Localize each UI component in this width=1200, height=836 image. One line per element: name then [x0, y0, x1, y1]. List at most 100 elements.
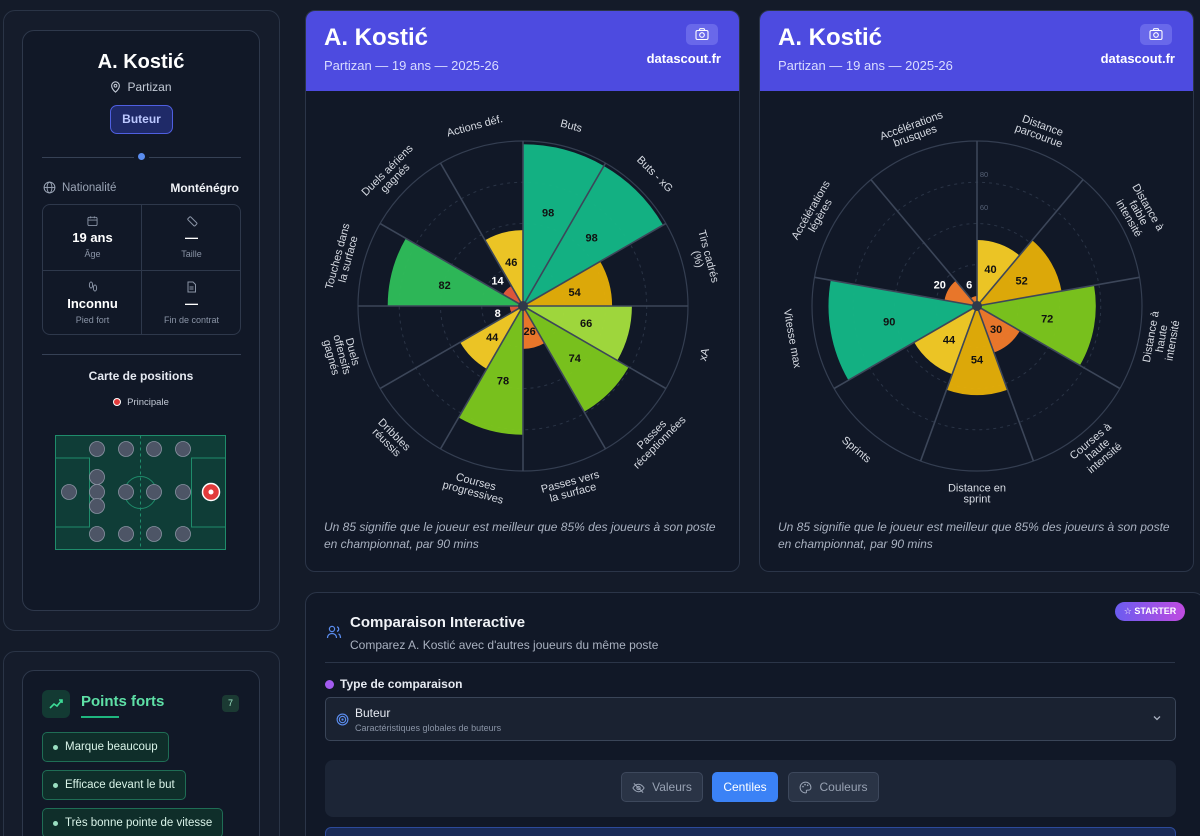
radar-value-label: 46: [505, 257, 517, 269]
position-dot: [146, 526, 162, 542]
radar-spoke: [870, 179, 978, 307]
radar-header: A. Kostić Partizan — 19 ans — 2025-26 da…: [760, 11, 1193, 91]
radar-axis-label: Courses àhauteintensité: [1068, 420, 1129, 479]
footprints-icon: [88, 281, 97, 292]
radar-value-label: 54: [971, 354, 984, 366]
values-button[interactable]: Valeurs: [621, 772, 703, 802]
radar-axis-label: Distance en sprint: [948, 483, 1006, 506]
colors-button[interactable]: Couleurs: [788, 772, 879, 802]
select-value: Buteur: [355, 706, 391, 720]
radar-axis-label: Duels aériensgagnés: [360, 142, 424, 206]
radar-spoke: [439, 162, 524, 307]
club-label: Partizan: [127, 80, 172, 94]
radar-axis-label: Accélérationsbrusques: [878, 109, 948, 153]
radar-value-label: 14: [491, 275, 504, 287]
radar-value-label: 74: [569, 353, 582, 365]
radar-value-label: 20: [934, 280, 946, 292]
display-mode-bar: Valeurs Centiles Couleurs: [325, 760, 1176, 817]
radar-axis-label: Dribblesréussis: [368, 417, 413, 462]
eye-off-icon: [632, 782, 645, 794]
radar-bar: [946, 306, 1008, 396]
position-dot: [146, 441, 162, 457]
physical-radar-card: A. Kostić Partizan — 19 ans — 2025-26 da…: [759, 10, 1194, 572]
chevron-down-icon: [1153, 716, 1161, 721]
radar-site: datascout.fr: [1100, 51, 1175, 66]
position-dot: [118, 484, 134, 500]
radar-value-label: 44: [943, 334, 956, 346]
divider: [325, 662, 1175, 663]
height-label: Taille: [181, 249, 202, 259]
radar-bar: [523, 306, 629, 412]
comparison-subtitle: Comparez A. Kostić avec d'autres joueurs…: [350, 638, 659, 652]
star-icon: ☆: [1123, 606, 1135, 616]
radar-axis-label: Duelsoffensifsgagnés: [320, 331, 364, 380]
radar-spoke: [439, 305, 524, 450]
radar-center: [972, 301, 982, 311]
info-grid: 19 ans Âge — Taille Inconnu Pied fort — …: [42, 204, 241, 335]
radar-value-label: 44: [486, 332, 499, 344]
radar-bar: [460, 306, 523, 369]
position-dot: [118, 441, 134, 457]
radar-note: Un 85 signifie que le joueur est meilleu…: [324, 520, 716, 551]
position-dot: [61, 484, 77, 500]
radar-spoke: [976, 305, 1121, 390]
target-icon: [336, 713, 349, 726]
nationality-value: Monténégro: [170, 181, 239, 195]
contract-label: Fin de contrat: [163, 315, 220, 325]
radar-value-label: 54: [569, 287, 582, 299]
position-dot: [175, 484, 191, 500]
radar-bar: [523, 261, 613, 306]
screenshot-button[interactable]: [686, 24, 718, 45]
radar-axis-label: Actions déf.: [446, 113, 505, 139]
height-value: —: [185, 230, 198, 245]
position-map-title: Carte de positions: [88, 369, 194, 383]
users-icon: [326, 625, 342, 639]
foot-value: Inconnu: [67, 296, 118, 311]
radar-value-label: 66: [580, 318, 592, 330]
radar-tick-label: 80: [980, 170, 988, 179]
comparison-type-select[interactable]: Buteur Caractéristiques globales de bute…: [325, 697, 1176, 741]
radar-axis-label: Accélérationslégères: [789, 178, 842, 247]
radar-bar: [523, 306, 632, 361]
radar-axis-label: Tirs cadrés(%): [685, 229, 721, 288]
screenshot-button[interactable]: [1140, 24, 1172, 45]
position-dot: [118, 526, 134, 542]
radar-value-label: 40: [984, 264, 996, 276]
radar-axis-label: Vitesse max: [781, 308, 803, 369]
ruler-icon: [186, 216, 197, 227]
document-icon: [187, 281, 196, 293]
role-badge: Buteur: [110, 105, 173, 134]
radar-axis-label: Passes versla surface: [540, 469, 604, 507]
divider-dot: [138, 153, 145, 160]
position-dot: [89, 484, 105, 500]
divider: [149, 157, 241, 158]
strengths-title: Points forts: [81, 693, 165, 710]
select-description: Caractéristiques globales de buteurs: [355, 723, 502, 733]
radar-spoke: [379, 222, 524, 307]
nationality-row: Nationalité Monténégro: [43, 181, 239, 195]
radar-value-label: 30: [990, 324, 1002, 336]
contract-value: —: [185, 296, 198, 311]
starter-badge-label: STARTER: [1134, 606, 1177, 616]
nationality-label: Nationalité: [62, 182, 117, 194]
radar-spoke: [976, 179, 1084, 307]
trending-up-icon: [42, 690, 70, 718]
radar-value-label: 98: [542, 207, 554, 219]
divider: [42, 354, 241, 355]
radar-center: [518, 301, 528, 311]
comparison-results-container: [325, 827, 1176, 836]
radar-value-label: 8: [495, 308, 501, 320]
percentiles-button[interactable]: Centiles: [712, 772, 778, 802]
radar-spoke: [814, 276, 978, 307]
radar-bar: [914, 306, 977, 375]
radar-axis-label: Passesréceptionnées: [623, 406, 688, 471]
radar-value-label: 78: [497, 376, 509, 388]
radar-bar: [977, 306, 1020, 353]
radar-axis-label: Distance àhauteintensité: [1141, 309, 1184, 367]
contract-cell: — Fin de contrat: [142, 271, 240, 334]
starter-badge: ☆ STARTER: [1115, 602, 1185, 621]
position-dot: [89, 441, 105, 457]
radar-bar: [944, 280, 977, 306]
radar-note: Un 85 signifie que le joueur est meilleu…: [778, 520, 1170, 551]
